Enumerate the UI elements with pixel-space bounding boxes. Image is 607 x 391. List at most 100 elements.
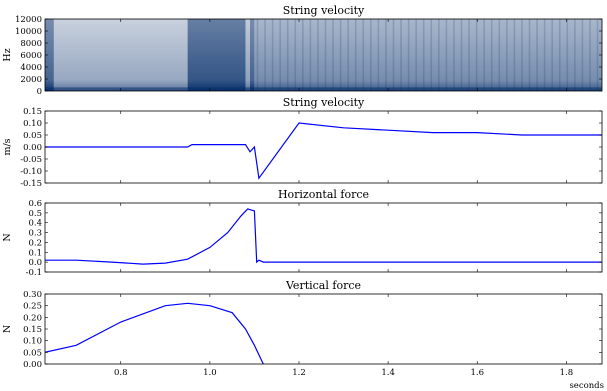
x-tick-label: 1.4 [381,368,395,378]
y-tick-label: -0.15 [20,179,42,189]
x-tick-label: 1.2 [292,368,306,378]
heatmap-stripe [286,19,289,91]
y-tick-label: 0.5 [28,209,42,219]
panel-title: Horizontal force [278,188,369,201]
panel-content [45,302,264,364]
heatmap-stripe [302,19,304,91]
heatmap-stripe [377,19,380,91]
y-tick-label: 2000 [20,75,42,85]
heatmap-stripe [506,19,508,91]
panel-frame [44,293,603,365]
y-tick-label: 0.05 [23,348,42,358]
y-axis-label: N [2,233,13,241]
y-tick-label: 0 [37,87,42,97]
heatmap-stripe [385,19,387,91]
panel-title: String velocity [283,96,365,109]
y-tick-label: 0.2 [28,238,42,248]
y-tick-label: -0.1 [26,268,42,278]
heatmap-stripe [256,19,259,91]
panel-3: Horizontal force -0.10.00.10.20.30.40.50.… [2,188,603,278]
heatmap-stripe [309,19,312,91]
heatmap-stripe [468,19,470,91]
y-tick-label: -0.05 [20,155,42,165]
series-line [45,302,264,364]
heatmap-stripe [339,19,342,91]
y-tick-label: 10000 [15,27,42,37]
heatmap-cell [254,19,602,91]
heatmap-stripe [581,19,584,91]
y-tick-label: 0.3 [28,229,42,239]
panel-frame [44,202,603,273]
heatmap-stripe [589,19,591,91]
heatmap-stripe [430,19,433,91]
y-axis-label: m/s [2,138,13,155]
heatmap-stripe [445,19,448,91]
heatmap-stripe [460,19,463,91]
heatmap-stripe [347,19,349,91]
heatmap-stripe [475,19,478,91]
heatmap-stripe [392,19,395,91]
heatmap-stripe [317,19,319,91]
panel-title: Vertical force [285,279,361,292]
heatmap-stripe [543,19,546,91]
panel-4: Vertical force 0.00 0.050.10 0.15 0.200.25 0.… [2,279,604,391]
panel-content [45,208,602,265]
heatmap-cell [187,19,246,91]
heatmap-stripe [415,19,417,91]
heatmap-stripe [596,19,599,91]
heatmap-stripe [453,19,455,91]
heatmap-cell [53,19,188,91]
y-tick-label: 12000 [15,15,42,25]
x-axis-label: seconds [569,381,604,391]
heatmap-cell [245,19,250,91]
y-tick-label: 8000 [20,39,42,49]
heatmap-stripe [407,19,410,91]
heatmap-stripe [536,19,538,91]
panel-title: String velocity [283,4,365,17]
y-tick-label: 0.00 [23,143,42,153]
x-tick-label: 1.0 [203,368,217,378]
heatmap-stripe [264,19,266,91]
heatmap-stripe [528,19,531,91]
y-tick-label: 0.0 [28,258,42,268]
panel-content [45,122,602,180]
y-tick-label: 0.10 [23,337,42,347]
heatmap-stripe [498,19,501,91]
heatmap-stripe [521,19,523,91]
heatmap-stripe [362,19,365,91]
heatmap-cell [249,19,255,91]
panel-1: String velocity 0 2000 4000 6000 8000 10000 120… [2,4,603,97]
heatmap-stripe [490,19,493,91]
y-tick-label: 0.15 [23,325,42,335]
y-tick-label: 0.15 [23,107,42,117]
series-line [45,208,602,265]
heatmap-stripe [271,19,274,91]
heatmap-cell [45,19,54,91]
heatmap-stripe [294,19,297,91]
heatmap-stripe [422,19,425,91]
heatmap-stripe [400,19,402,91]
y-tick-label: 0.10 [23,119,42,129]
heatmap-stripe [558,19,561,91]
heatmap-stripe [566,19,569,91]
y-tick-label: 6000 [20,51,42,61]
heatmap-stripe [513,19,516,91]
y-tick-label: 0.30 [23,290,42,300]
y-tick-label: 0.20 [23,313,42,323]
y-tick-label: 0.4 [28,219,42,229]
y-tick-label: -0.10 [20,167,42,177]
y-tick-label: 0.25 [23,302,42,312]
heatmap-stripe [324,19,327,91]
panels: String velocity 0 2000 4000 6000 8000 10000 120… [2,4,604,391]
heatmap-stripe [438,19,440,91]
heatmap-stripe [332,19,334,91]
y-axis-label: Hz [2,48,13,61]
y-tick-label: 0.1 [28,248,42,258]
heatmap-stripe [551,19,553,91]
heatmap-stripe [354,19,357,91]
heatmap-stripe [279,19,281,91]
heatmap-low-band [45,87,602,91]
heatmap-stripe [483,19,485,91]
heatmap-stripe [574,19,576,91]
